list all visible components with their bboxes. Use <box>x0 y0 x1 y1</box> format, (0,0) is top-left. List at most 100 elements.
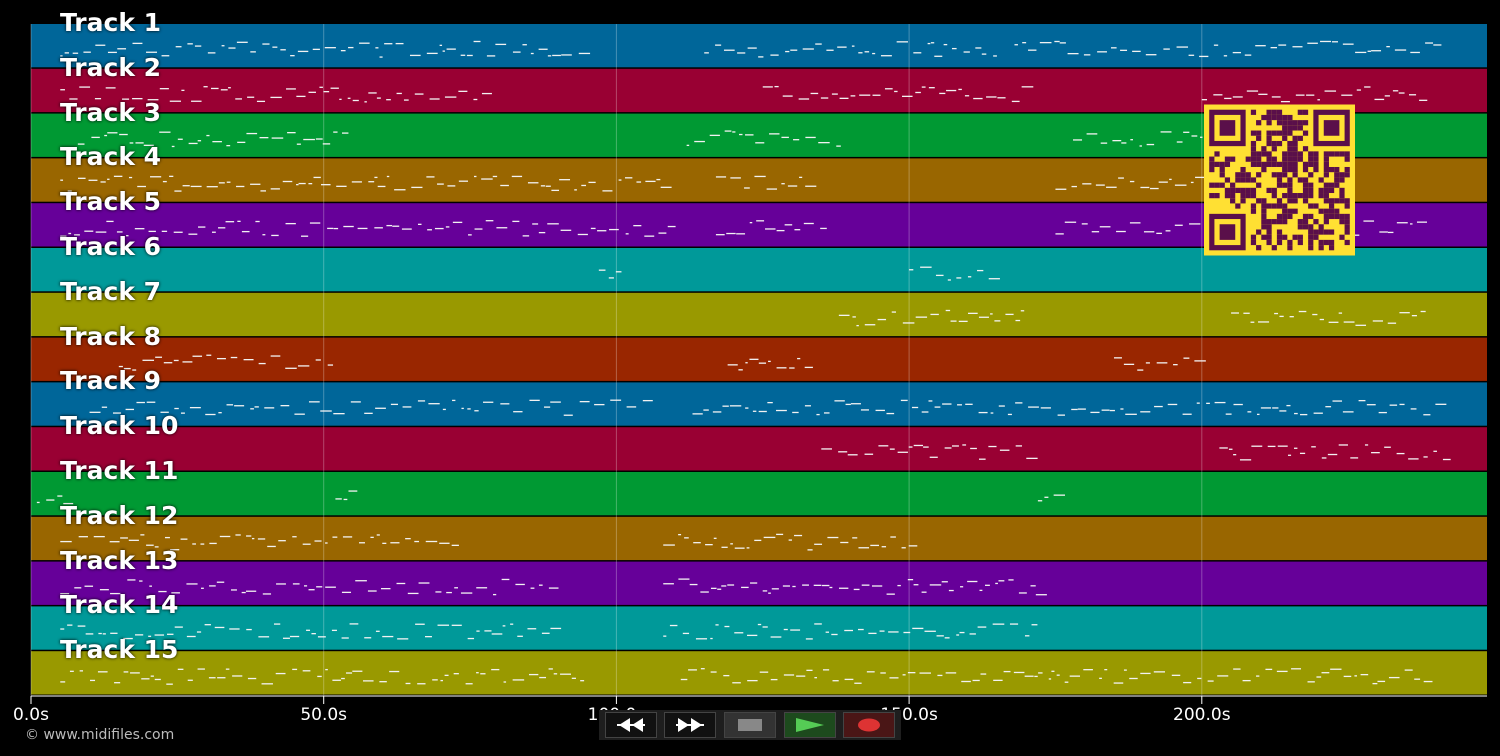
note-event <box>359 542 365 544</box>
note-event <box>1206 402 1210 405</box>
note-event <box>610 399 622 401</box>
track-lane-13[interactable] <box>31 561 1487 605</box>
qr-module <box>1302 166 1309 173</box>
note-event <box>129 142 134 144</box>
note-event <box>721 585 727 587</box>
note-event <box>1024 635 1030 637</box>
note-event <box>197 668 205 670</box>
rewind-button[interactable] <box>604 712 657 738</box>
note-event <box>861 584 870 586</box>
qr-module <box>1323 229 1329 235</box>
note-event <box>173 359 179 362</box>
note-event <box>374 176 378 179</box>
copyright-notice: © www.midifiles.com <box>25 727 175 743</box>
note-event <box>226 144 231 147</box>
qr-module <box>1261 208 1267 214</box>
qr-module <box>1282 234 1288 240</box>
qr-module <box>1271 172 1277 178</box>
note-event <box>1379 231 1388 233</box>
note-event <box>1299 452 1306 455</box>
note-event <box>414 93 424 95</box>
note-event <box>304 585 308 587</box>
note-event <box>602 190 613 192</box>
note-event <box>958 88 962 91</box>
qr-module <box>1240 193 1246 199</box>
qr-module <box>1276 114 1283 121</box>
note-event <box>363 680 374 682</box>
note-event <box>880 672 886 674</box>
track-lane-10[interactable] <box>31 427 1487 471</box>
note-event <box>1113 682 1124 684</box>
note-event <box>768 592 771 594</box>
note-event <box>962 444 967 446</box>
note-event <box>1083 669 1093 671</box>
note-event <box>827 536 839 539</box>
fast-forward-button[interactable] <box>664 712 717 738</box>
note-event <box>774 85 779 88</box>
qr-finder-core <box>1219 224 1236 240</box>
note-event <box>64 52 69 54</box>
qr-module <box>1256 198 1262 204</box>
qr-module <box>1282 172 1288 178</box>
qr-module <box>1344 151 1350 157</box>
note-event <box>1291 668 1302 670</box>
note-event <box>460 54 466 56</box>
qr-module <box>1308 156 1314 162</box>
note-event <box>452 221 463 224</box>
note-event <box>590 227 596 230</box>
note-event <box>446 48 456 50</box>
note-event <box>69 98 78 100</box>
note-event <box>1271 96 1281 98</box>
qr-module <box>1276 182 1283 188</box>
note-event <box>1123 669 1127 671</box>
record-button[interactable] <box>843 712 896 738</box>
track-label-5: Track 5 <box>60 187 162 217</box>
note-event <box>312 48 320 51</box>
qr-module <box>1224 161 1231 167</box>
note-event <box>548 668 553 670</box>
note-event <box>405 682 411 685</box>
track-lane-14[interactable] <box>31 606 1487 650</box>
qr-module <box>1339 177 1345 183</box>
note-event <box>434 227 444 230</box>
note-event <box>847 454 858 456</box>
note-event <box>553 673 558 675</box>
note-event <box>921 86 926 88</box>
play-button[interactable] <box>783 712 836 738</box>
note-event <box>351 181 362 183</box>
note-event <box>853 588 860 591</box>
track-lane-11[interactable] <box>31 472 1487 516</box>
note-event <box>550 401 561 403</box>
track-lane-1[interactable] <box>31 24 1487 68</box>
note-event <box>710 587 717 590</box>
stop-button[interactable] <box>723 712 776 738</box>
note-event <box>118 365 123 368</box>
qr-module <box>1245 187 1251 194</box>
track-lane-9[interactable] <box>31 382 1487 426</box>
qr-module <box>1282 182 1288 188</box>
qr-module <box>1328 203 1335 209</box>
qr-module <box>1282 161 1288 167</box>
note-event <box>956 277 962 279</box>
note-event <box>296 95 306 98</box>
track-lane-12[interactable] <box>31 516 1487 561</box>
note-event <box>868 632 877 635</box>
note-event <box>1099 677 1102 679</box>
note-event <box>1277 445 1288 447</box>
note-event <box>139 580 143 582</box>
note-event <box>1250 321 1255 323</box>
note-event <box>1145 362 1150 364</box>
note-event <box>850 403 861 405</box>
qr-module <box>1287 213 1293 220</box>
qr-module <box>1313 229 1319 235</box>
track-lane-15[interactable] <box>31 651 1487 695</box>
track-lane-8[interactable] <box>31 337 1487 381</box>
note-event <box>296 183 299 186</box>
note-event <box>287 132 296 134</box>
qr-module <box>1209 182 1215 188</box>
note-event <box>810 92 819 95</box>
note-event <box>146 401 156 403</box>
qr-module <box>1302 177 1309 183</box>
note-event <box>897 584 901 587</box>
track-lane-7[interactable] <box>31 292 1487 337</box>
